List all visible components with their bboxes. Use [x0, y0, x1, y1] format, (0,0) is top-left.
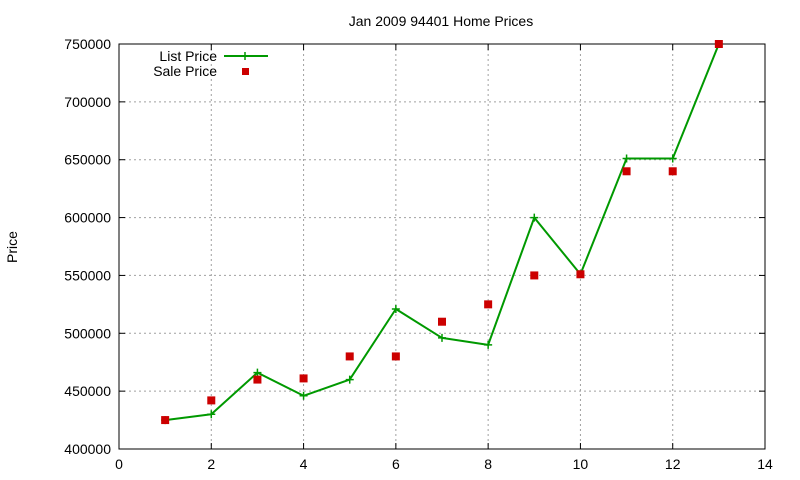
sale-price-point	[668, 167, 677, 176]
list-price-point	[484, 340, 493, 349]
x-tick-label: 8	[484, 456, 492, 472]
sale-price-point	[530, 271, 539, 280]
list-price-point	[345, 375, 354, 384]
sale-price-point	[207, 396, 216, 405]
legend-marker-list-price	[241, 52, 249, 60]
legend-label-sale-price: Sale Price	[153, 63, 217, 79]
y-tick-label: 650000	[64, 152, 111, 168]
list-price-point	[668, 154, 677, 163]
y-tick-label: 550000	[64, 267, 111, 283]
y-tick-label: 750000	[64, 36, 111, 52]
y-tick-label: 500000	[64, 325, 111, 341]
list-price-point	[438, 333, 446, 342]
x-tick-label: 4	[300, 456, 308, 472]
y-tick-label: 400000	[64, 441, 111, 457]
sale-price-point	[253, 375, 262, 384]
y-tick-label: 600000	[64, 210, 111, 226]
x-tick-label: 14	[757, 456, 773, 472]
sale-price-point	[391, 352, 400, 361]
list-price-point	[253, 368, 262, 377]
list-price-point	[530, 213, 539, 222]
sale-price-point	[622, 167, 631, 176]
x-tick-label: 2	[207, 456, 215, 472]
sale-price-point	[714, 40, 723, 48]
y-tick-label: 450000	[64, 383, 111, 399]
series	[161, 40, 723, 425]
list-price-point	[299, 391, 308, 400]
list-price-point	[391, 304, 400, 313]
series-line-list-price	[165, 43, 720, 422]
chart-title: Jan 2009 94401 Home Prices	[349, 13, 533, 29]
list-price-point	[622, 154, 631, 163]
y-axis-label: Price	[4, 231, 20, 263]
sale-price-point	[345, 352, 354, 361]
y-tick-label: 700000	[64, 94, 111, 110]
sale-price-point	[161, 416, 170, 425]
legend-label-list-price: List Price	[159, 48, 217, 64]
grid	[119, 44, 765, 449]
sale-price-point	[438, 317, 446, 326]
legend: List Price Sale Price	[153, 48, 268, 79]
legend-marker-sale-price	[242, 68, 249, 75]
sale-price-point	[299, 374, 308, 383]
plot-frame	[118, 43, 766, 450]
sale-price-point	[576, 270, 585, 279]
sale-price-point	[484, 300, 493, 309]
x-tick-label: 12	[665, 456, 681, 472]
x-tick-label: 6	[392, 456, 400, 472]
axis-ticks: 0 2 4 6 8 10 12 14 400000 450000 500000 550000 60000…	[64, 36, 773, 472]
x-tick-label: 0	[115, 456, 123, 472]
x-tick-label: 10	[573, 456, 589, 472]
list-price-point	[207, 410, 216, 419]
